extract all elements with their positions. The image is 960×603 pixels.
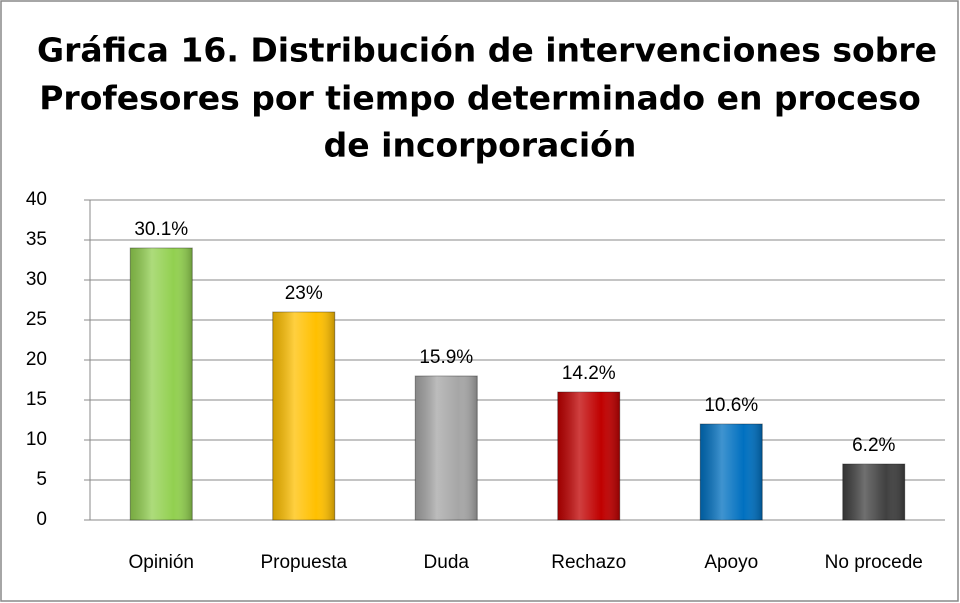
y-tick-label: 5: [36, 469, 47, 490]
y-tick-label: 30: [26, 269, 47, 290]
data-label: 10.6%: [704, 395, 758, 416]
x-tick-label: Rechazo: [551, 552, 626, 573]
x-tick-label: Apoyo: [704, 552, 758, 573]
data-label: 6.2%: [852, 435, 895, 456]
bar-shine: [842, 464, 905, 520]
data-label: 15.9%: [419, 347, 473, 368]
data-label: 14.2%: [562, 363, 616, 384]
chart-title: de incorporación: [324, 126, 637, 165]
data-label: 30.1%: [134, 219, 188, 240]
x-tick-label: Propuesta: [260, 552, 347, 573]
chart-title: Gráfica 16. Distribución de intervencion…: [37, 31, 937, 70]
chart-title: Profesores por tiempo determinado en pro…: [39, 79, 921, 118]
y-tick-label: 0: [36, 509, 47, 530]
y-tick-label: 40: [26, 189, 47, 210]
x-tick-label: No procede: [825, 552, 923, 573]
x-tick-label: Opinión: [129, 552, 195, 573]
x-tick-label: Duda: [424, 552, 470, 573]
y-tick-label: 25: [26, 309, 47, 330]
y-tick-label: 20: [26, 349, 47, 370]
bar-shine: [700, 424, 763, 520]
y-tick-label: 35: [26, 229, 47, 250]
y-tick-label: 15: [26, 389, 47, 410]
bar-shine: [415, 376, 478, 520]
y-tick-label: 10: [26, 429, 47, 450]
bar-shine: [272, 312, 335, 520]
bar-shine: [557, 392, 620, 520]
data-label: 23%: [285, 283, 323, 304]
bar-shine: [130, 248, 193, 520]
